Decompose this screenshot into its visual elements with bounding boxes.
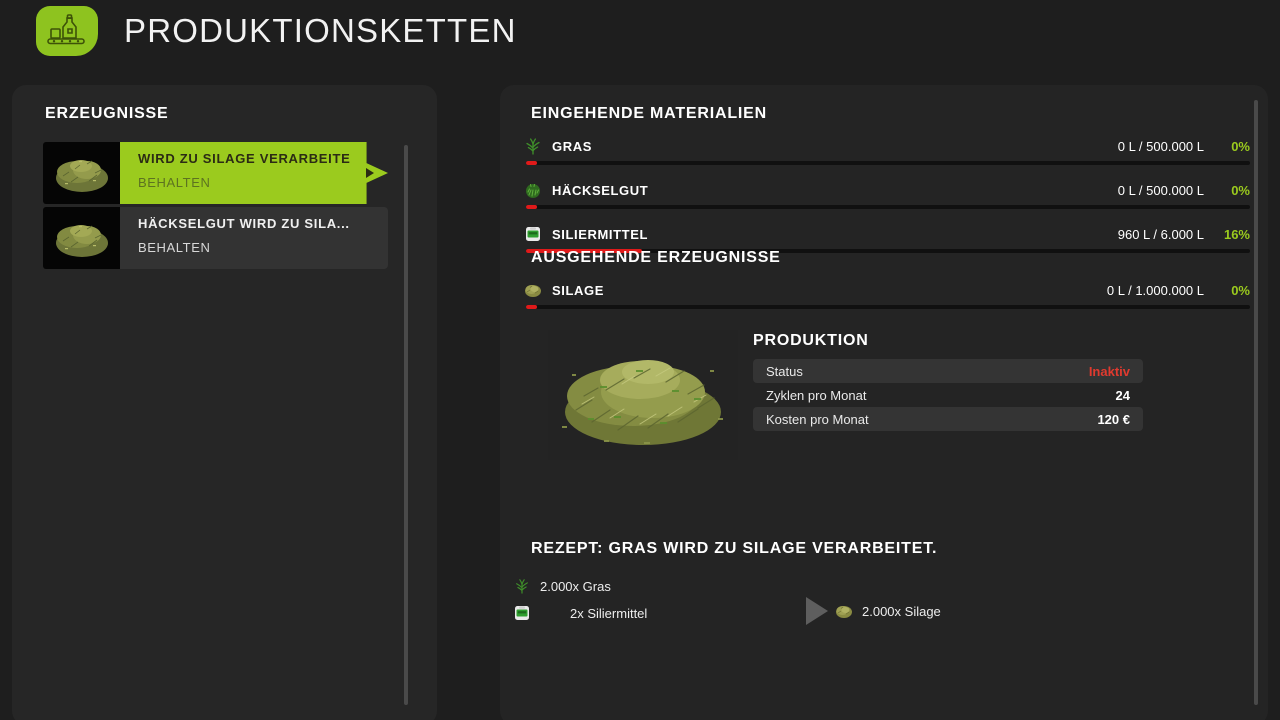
material-progress-bar: [526, 161, 1250, 165]
material-amount: 960 L / 6.000 L: [1117, 226, 1204, 242]
recipe-title: REZEPT: GRAS WIRD ZU SILAGE VERARBEITET.: [531, 540, 938, 557]
silage-agent-icon: [508, 601, 536, 625]
row-label: Zyklen pro Monat: [766, 387, 867, 403]
material-amount: 0 L / 1.000.000 L: [1106, 282, 1204, 298]
app-header: PRODUKTIONSKETTEN: [0, 0, 1280, 62]
material-progress-bar: [526, 305, 1250, 309]
arrow-right-icon: [806, 597, 828, 625]
silage-pile-icon: [43, 207, 120, 269]
list-item[interactable]: HÄCKSELGUT WIRD ZU SILA... BEHALTEN: [43, 207, 388, 269]
silage-icon: [520, 279, 546, 301]
play-arrow-icon: [366, 168, 374, 178]
incoming-materials-title: EINGEHENDE MATERIALIEN: [531, 105, 767, 122]
material-percent: 0%: [1231, 182, 1250, 198]
production-title: PRODUKTION: [753, 332, 869, 349]
silage-icon: [830, 599, 858, 623]
list-item-subtitle: BEHALTEN: [138, 240, 211, 255]
list-item-body[interactable]: HÄCKSELGUT WIRD ZU SILA... BEHALTEN: [120, 207, 388, 269]
recipe-input-label: 2.000x Gras: [540, 578, 611, 594]
product-list: WIRD ZU SILAGE VERARBEITE BEHALTEN: [43, 142, 388, 272]
material-progress-bar: [526, 205, 1250, 209]
material-name: HÄCKSELGUT: [552, 182, 649, 198]
recipe-input-item: 2x Siliermittel: [508, 600, 647, 626]
silage-pile-icon: [43, 142, 120, 204]
recipe-block: 2.000x Gras 2x Siliermittel: [500, 573, 1268, 653]
table-row: Zyklen pro Monat 24: [753, 383, 1143, 407]
row-value: 24: [1115, 387, 1130, 403]
list-item-title: HÄCKSELGUT WIRD ZU SILA...: [138, 216, 350, 231]
list-item-subtitle: BEHALTEN: [138, 175, 211, 190]
silage-agent-icon: [520, 223, 546, 245]
recipe-input-label: 2x Siliermittel: [570, 605, 648, 621]
recipe-inputs: 2.000x Gras 2x Siliermittel: [508, 573, 647, 627]
production-table: Status Inaktiv Zyklen pro Monat 24 Koste…: [753, 359, 1143, 431]
row-value: 120 €: [1097, 411, 1130, 427]
products-panel-title: ERZEUGNISSE: [45, 105, 169, 122]
recipe-input-item: 2.000x Gras: [508, 573, 647, 599]
list-item-body[interactable]: WIRD ZU SILAGE VERARBEITE BEHALTEN: [120, 142, 388, 204]
silage-pile-image: [548, 330, 738, 460]
row-label: Status: [766, 363, 803, 379]
material-percent: 0%: [1231, 282, 1250, 298]
chaff-icon: [520, 179, 546, 201]
material-percent: 0%: [1231, 138, 1250, 154]
material-amount: 0 L / 500.000 L: [1117, 182, 1204, 198]
left-scrollbar[interactable]: [404, 145, 408, 705]
recipe-outputs: 2.000x Silage: [830, 599, 941, 623]
table-row: Status Inaktiv: [753, 359, 1143, 383]
grass-icon: [508, 574, 536, 598]
material-row: SILAGE 0 L / 1.000.000 L 0%: [520, 277, 1250, 311]
material-percent: 16%: [1223, 226, 1250, 242]
material-progress-bar: [526, 249, 1250, 253]
material-row: SILIERMITTEL 960 L / 6.000 L 16%: [520, 221, 1250, 255]
material-name: SILAGE: [552, 282, 604, 298]
outgoing-products-list: SILAGE 0 L / 1.000.000 L 0%: [520, 277, 1250, 321]
table-row: Kosten pro Monat 120 €: [753, 407, 1143, 431]
material-amount: 0 L / 500.000 L: [1117, 138, 1204, 154]
row-label: Kosten pro Monat: [766, 411, 869, 427]
page-title: PRODUKTIONSKETTEN: [124, 12, 517, 49]
status-badge: Inaktiv: [1088, 363, 1130, 379]
material-row: GRAS 0 L / 500.000 L 0%: [520, 133, 1250, 167]
material-name: GRAS: [552, 138, 592, 154]
list-item[interactable]: WIRD ZU SILAGE VERARBEITE BEHALTEN: [43, 142, 388, 204]
outgoing-products-title: AUSGEHENDE ERZEUGNISSE: [531, 249, 781, 266]
recipe-output-label: 2.000x Silage: [862, 603, 941, 619]
list-item-title: WIRD ZU SILAGE VERARBEITE: [138, 151, 351, 166]
incoming-materials-list: GRAS 0 L / 500.000 L 0%: [520, 133, 1250, 265]
grass-icon: [520, 135, 546, 157]
products-panel: ERZEUGNISSE: [12, 85, 437, 720]
details-panel: EINGEHENDE MATERIALIEN GRAS: [500, 85, 1268, 720]
right-scrollbar[interactable]: [1254, 100, 1258, 705]
material-name: SILIERMITTEL: [552, 226, 649, 242]
material-row: HÄCKSELGUT 0 L / 500.000 L 0%: [520, 177, 1250, 211]
factory-conveyor-icon: [36, 6, 98, 56]
